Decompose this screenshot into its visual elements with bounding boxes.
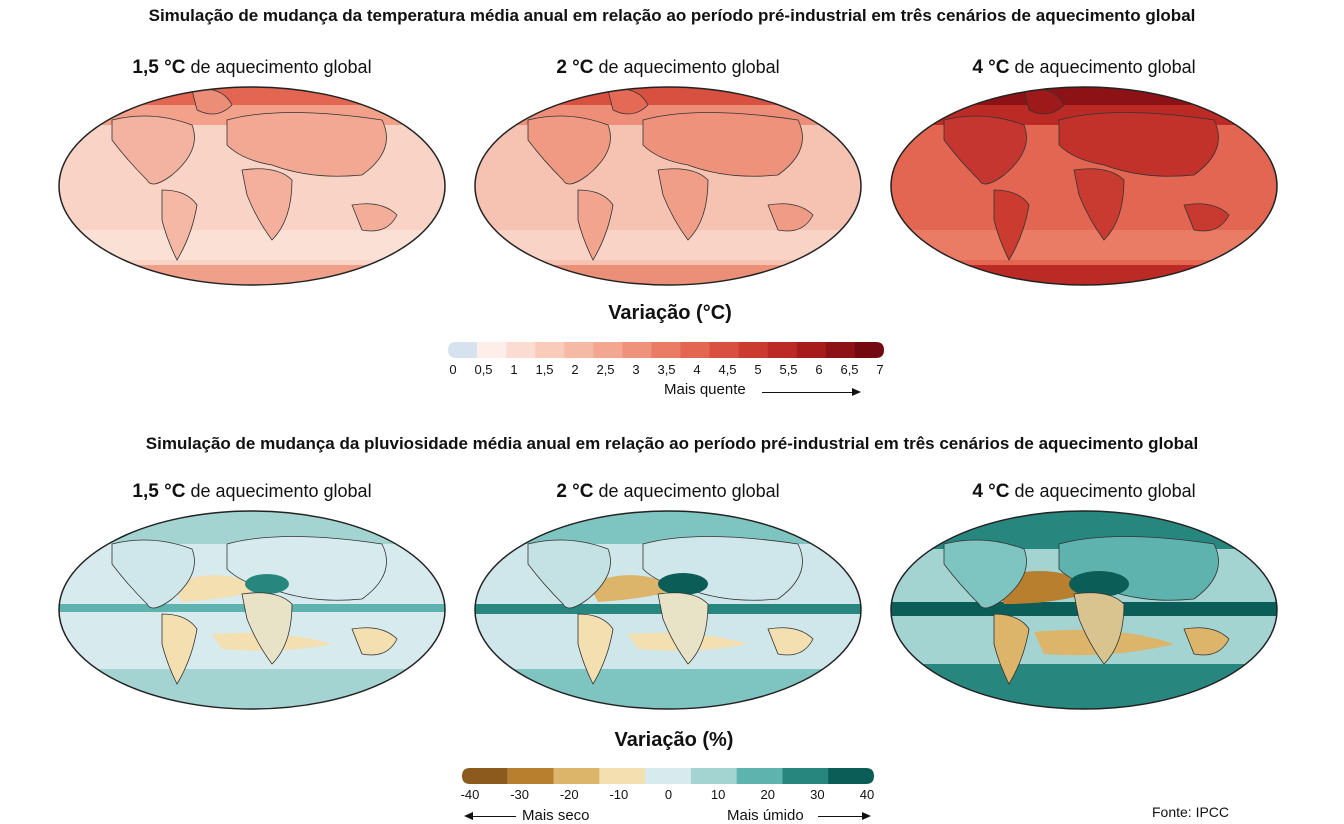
scenario-value: 1,5 °C (132, 57, 186, 78)
precipitation-map-1-5: 1,5 °C de aquecimento global (52, 478, 452, 714)
temperature-world-map (890, 86, 1278, 286)
legend-tick-label: 2,5 (596, 362, 615, 377)
legend-color-swatch (690, 768, 738, 784)
legend-tick-label: 6 (815, 362, 823, 377)
temperature-map-4: 4 °C de aquecimento global (884, 54, 1284, 290)
legend-tick-label: 20 (760, 787, 775, 802)
legend-color-swatch (593, 342, 623, 358)
warmer-arrow (762, 392, 854, 393)
legend-color-swatch (854, 342, 884, 358)
legend-tick-label: 6,5 (840, 362, 859, 377)
legend-tick-label: 5 (754, 362, 762, 377)
precipitation-legend-title: Variação (%) (614, 729, 734, 751)
temperature-section-title: Simulação de mudança da temperatura médi… (148, 6, 1196, 25)
legend-tick-label: 1,5 (535, 362, 554, 377)
map-label: 4 °C de aquecimento global (884, 54, 1284, 80)
legend-color-swatch (535, 342, 565, 358)
legend-color-swatch (828, 768, 874, 784)
scenario-value: 4 °C (972, 57, 1010, 78)
legend-tick-label: 30 (810, 787, 825, 802)
scenario-caption: de aquecimento global (1014, 481, 1196, 501)
legend-tick-label: 2 (571, 362, 579, 377)
temperature-map-1-5: 1,5 °C de aquecimento global (52, 54, 452, 290)
legend-color-swatch (651, 342, 682, 358)
legend-color-swatch (622, 342, 652, 358)
legend-tick-label: 7 (876, 362, 884, 377)
scenario-value: 4 °C (972, 481, 1010, 502)
scenario-value: 1,5 °C (132, 481, 186, 502)
map-label: 1,5 °C de aquecimento global (52, 54, 452, 80)
legend-color-swatch (507, 768, 555, 784)
map-label: 4 °C de aquecimento global (884, 478, 1284, 504)
scenario-value: 2 °C (556, 57, 594, 78)
scenario-value: 2 °C (556, 481, 594, 502)
scenario-caption: de aquecimento global (190, 481, 372, 501)
scenario-caption: de aquecimento global (598, 481, 780, 501)
scenario-caption: de aquecimento global (598, 57, 780, 77)
warmer-label: Mais quente (664, 381, 746, 398)
legend-color-swatch (736, 768, 783, 784)
scenario-caption: de aquecimento global (190, 57, 372, 77)
precipitation-world-map (58, 510, 446, 710)
legend-color-swatch (553, 768, 600, 784)
legend-tick-label: -10 (609, 787, 629, 802)
legend-tick-label: 0 (449, 362, 457, 377)
map-label: 2 °C de aquecimento global (468, 54, 868, 80)
temperature-legend-title: Variação (°C) (608, 302, 732, 324)
precipitation-world-map (474, 510, 862, 710)
wetter-label: Mais úmido (727, 807, 804, 824)
legend-tick-label: 0 (664, 787, 673, 802)
legend-tick-label: -40 (460, 787, 480, 802)
arrow-left-icon (464, 812, 473, 820)
precipitation-world-map (890, 510, 1278, 710)
legend-tick-label: 40 (859, 787, 875, 802)
source-credit: Fonte: IPCC (1152, 804, 1230, 820)
legend-color-swatch (709, 342, 740, 358)
legend-color-swatch (782, 768, 829, 784)
precipitation-map-2: 2 °C de aquecimento global (468, 478, 868, 714)
temperature-color-bar (448, 342, 884, 358)
legend-tick-label: -20 (559, 787, 579, 802)
legend-tick-label: 3,5 (657, 362, 676, 377)
precipitation-color-bar (462, 768, 874, 784)
drier-arrow (472, 816, 516, 817)
wetter-arrow (818, 816, 864, 817)
legend-color-swatch (796, 342, 827, 358)
legend-tick-label: 10 (710, 787, 726, 802)
precipitation-map-4: 4 °C de aquecimento global (884, 478, 1284, 714)
legend-color-swatch (680, 342, 711, 358)
legend-color-swatch (767, 342, 798, 358)
precipitation-section-title: Simulação de mudança da pluviosidade méd… (145, 434, 1199, 453)
legend-tick-label: 1 (510, 362, 518, 377)
legend-color-swatch (645, 768, 692, 784)
temperature-world-map (58, 86, 446, 286)
arrow-right-icon (852, 388, 861, 396)
temperature-world-map (474, 86, 862, 286)
legend-color-swatch (448, 342, 478, 358)
map-label: 1,5 °C de aquecimento global (52, 478, 452, 504)
legend-color-swatch (477, 342, 507, 358)
legend-tick-label: -30 (510, 787, 530, 802)
legend-tick-label: 4,5 (718, 362, 737, 377)
drier-label: Mais seco (522, 807, 590, 824)
legend-color-swatch (564, 342, 594, 358)
legend-tick-label: 0,5 (474, 362, 493, 377)
temperature-map-2: 2 °C de aquecimento global (468, 54, 868, 290)
legend-color-swatch (462, 768, 508, 784)
legend-tick-label: 5,5 (779, 362, 798, 377)
legend-color-swatch (599, 768, 646, 784)
legend-color-swatch (825, 342, 856, 358)
legend-color-swatch (506, 342, 536, 358)
legend-color-swatch (738, 342, 769, 358)
scenario-caption: de aquecimento global (1014, 57, 1196, 77)
map-label: 2 °C de aquecimento global (468, 478, 868, 504)
legend-tick-label: 3 (632, 362, 640, 377)
arrow-right-icon (862, 812, 871, 820)
legend-tick-label: 4 (693, 362, 701, 377)
